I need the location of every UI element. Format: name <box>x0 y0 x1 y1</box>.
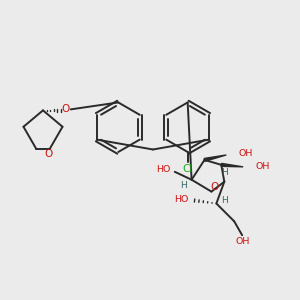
Text: HO: HO <box>174 195 189 204</box>
Text: H: H <box>180 181 187 190</box>
Text: H: H <box>221 196 228 205</box>
Polygon shape <box>204 155 226 161</box>
Text: H: H <box>221 168 228 177</box>
Text: O: O <box>62 104 70 114</box>
Text: HO: HO <box>156 165 171 174</box>
Text: Cl: Cl <box>182 164 193 174</box>
Polygon shape <box>221 164 243 167</box>
Text: OH: OH <box>238 149 253 158</box>
Text: O: O <box>210 182 218 192</box>
Text: OH: OH <box>255 162 269 171</box>
Text: OH: OH <box>236 237 250 246</box>
Text: O: O <box>45 149 53 159</box>
